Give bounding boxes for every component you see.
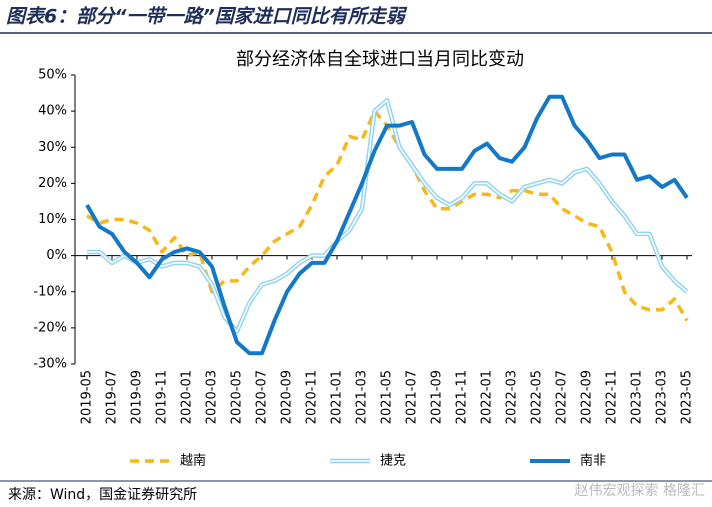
series-line: [85, 94, 689, 356]
y-tick-label: 20%: [38, 176, 67, 191]
x-tick-label: 2019-07: [105, 370, 120, 424]
y-tick-label: -30%: [33, 357, 67, 372]
chart-subtitle: 部分经济体自全球进口当月同比变动: [236, 49, 524, 70]
watermark: 赵伟宏观探索 格隆汇: [575, 482, 705, 499]
x-tick-label: 2021-07: [405, 370, 420, 424]
x-tick-label: 2022-01: [480, 370, 495, 424]
y-tick-label: 10%: [38, 212, 67, 227]
x-tick-label: 2023-05: [680, 370, 695, 424]
x-tick-label: 2022-05: [530, 370, 545, 424]
x-tick-label: 2020-11: [305, 370, 320, 424]
series-line: [86, 109, 689, 322]
x-tick-label: 2022-11: [605, 370, 620, 424]
x-tick-label: 2021-05: [380, 370, 395, 424]
y-tick-label: 40%: [38, 104, 67, 119]
chart-title: 图表6：部分“一带一路”国家进口同比有所走弱: [6, 6, 408, 28]
x-tick-label: 2021-01: [330, 370, 345, 424]
x-tick-label: 2023-01: [630, 370, 645, 424]
x-tick-label: 2019-09: [130, 370, 145, 424]
y-tick-label: 50%: [38, 68, 67, 83]
x-tick-label: 2022-07: [555, 370, 570, 424]
legend-label: 南非: [580, 453, 606, 469]
y-tick-label: 30%: [38, 140, 67, 155]
x-tick-label: 2020-05: [230, 370, 245, 424]
x-tick-label: 2023-03: [655, 370, 670, 424]
legend-label: 捷克: [380, 454, 406, 469]
source: 来源：Wind，国金证券研究所: [8, 487, 197, 503]
x-tick-label: 2021-03: [355, 370, 370, 424]
legend-label: 越南: [180, 453, 206, 469]
x-tick-label: 2021-11: [455, 370, 470, 424]
x-tick-label: 2022-03: [505, 370, 520, 424]
x-tick-label: 2020-09: [280, 370, 295, 424]
x-tick-label: 2019-05: [80, 370, 95, 424]
x-tick-label: 2021-09: [430, 370, 445, 424]
series-line: [87, 98, 689, 334]
y-tick-label: 0%: [46, 248, 67, 263]
x-tick-label: 2020-01: [180, 370, 195, 424]
x-tick-label: 2019-11: [155, 370, 170, 424]
y-tick-label: -20%: [33, 320, 67, 335]
x-tick-label: 2022-09: [580, 370, 595, 424]
x-tick-label: 2020-07: [255, 370, 270, 424]
y-tick-label: -10%: [33, 284, 67, 299]
line-highlight: [87, 99, 688, 333]
x-tick-label: 2020-03: [205, 370, 220, 424]
